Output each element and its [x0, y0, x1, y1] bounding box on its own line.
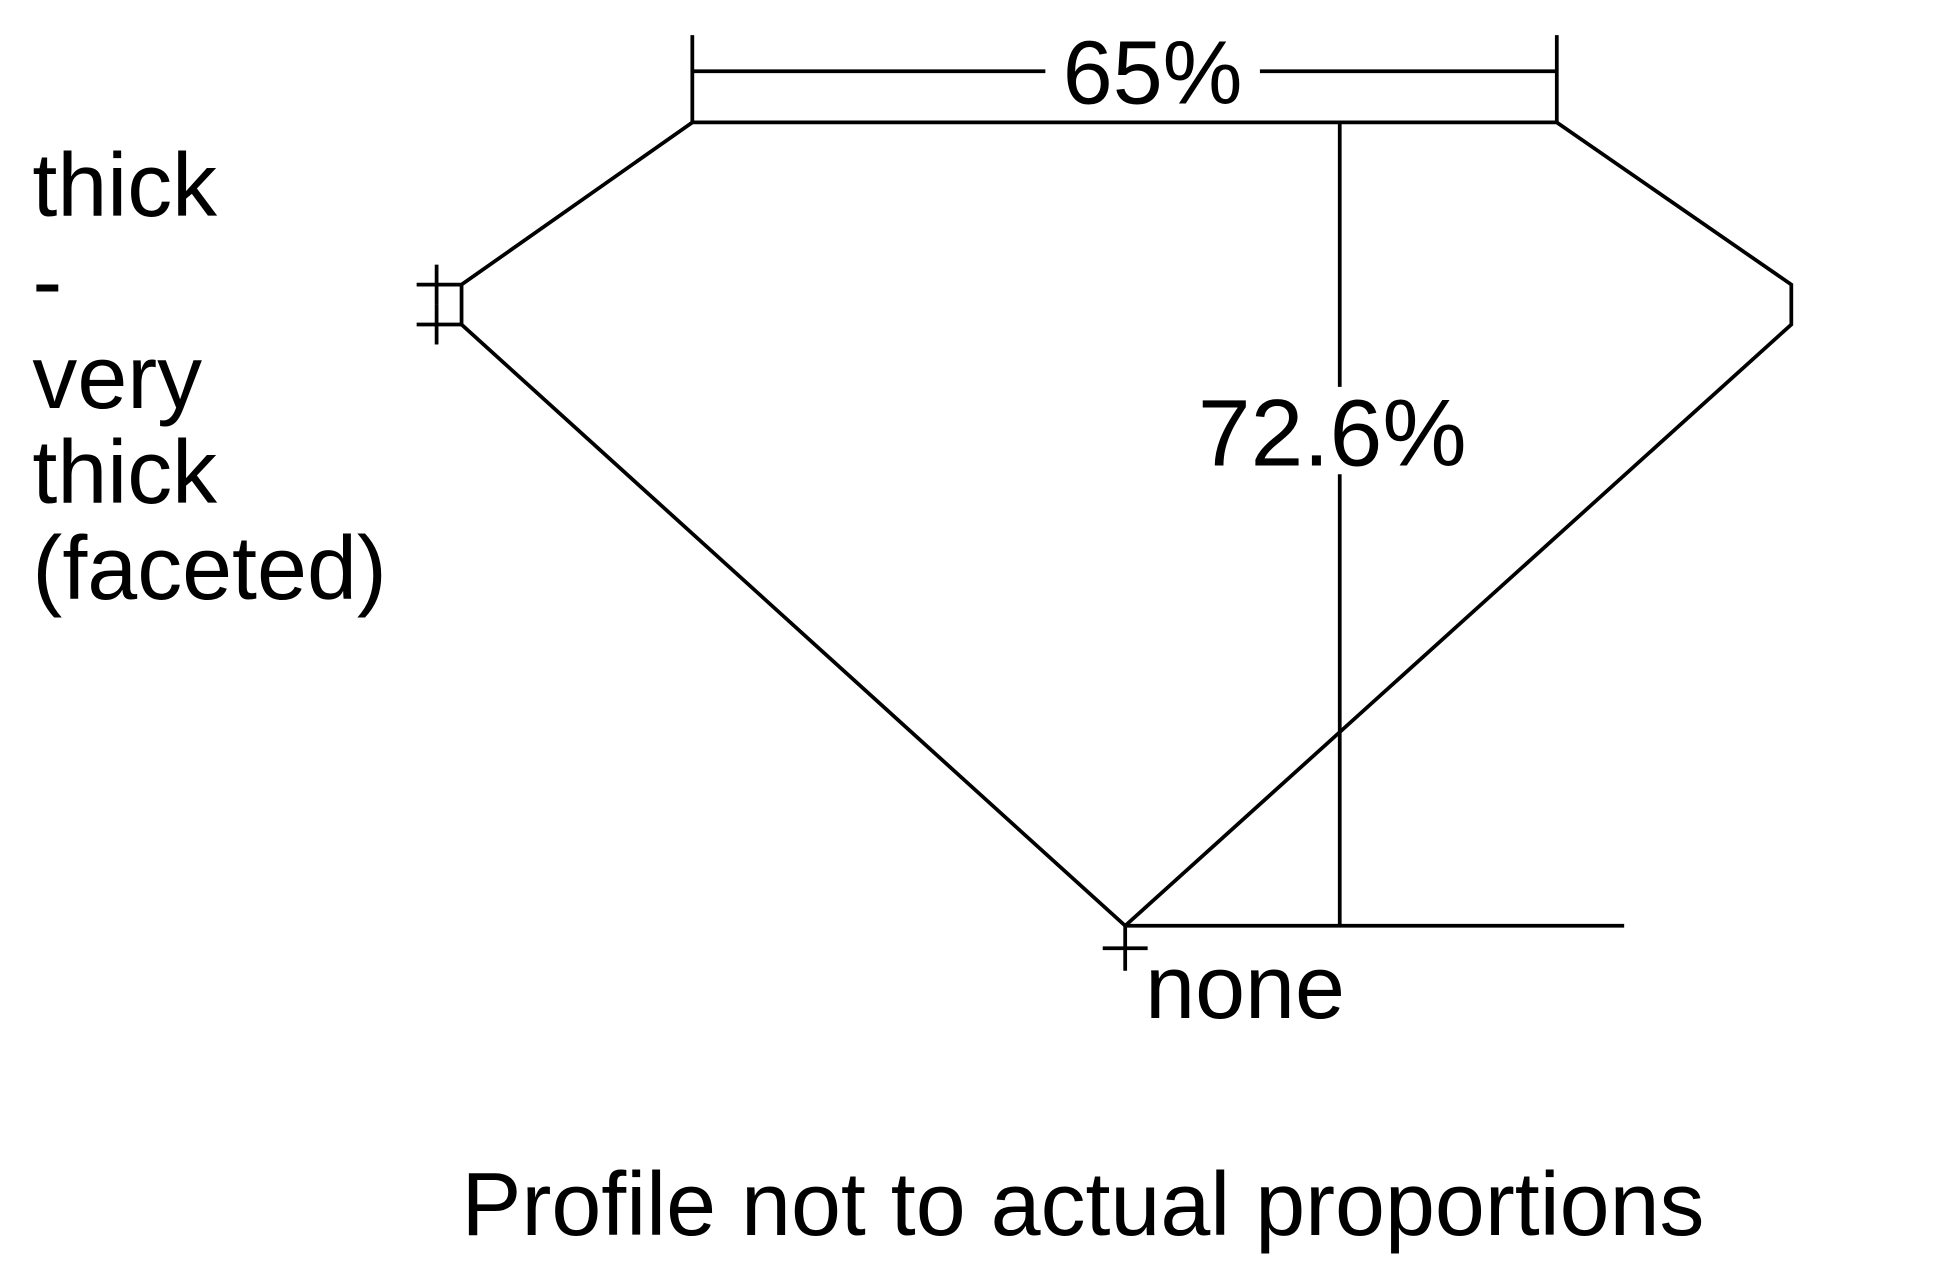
girdle-line: - — [32, 232, 62, 332]
depth-dimension: 72.6% — [1125, 122, 1625, 928]
gem-outline — [459, 120, 1794, 929]
girdle-line: (faceted) — [32, 519, 386, 619]
girdle-label: thick - very thick (faceted) — [32, 136, 386, 619]
table-dimension: 65% — [690, 24, 1559, 124]
depth-percent-label: 72.6% — [1198, 380, 1467, 486]
girdle-line: very — [32, 328, 202, 428]
girdle-markers — [416, 264, 462, 345]
girdle-line: thick — [32, 136, 218, 236]
culet-label: none — [1145, 938, 1345, 1038]
culet-marker — [1102, 925, 1148, 971]
table-percent-label: 65% — [1063, 24, 1243, 124]
proportions-note: Profile not to actual proportions — [462, 1155, 1705, 1255]
girdle-line: thick — [32, 423, 218, 523]
